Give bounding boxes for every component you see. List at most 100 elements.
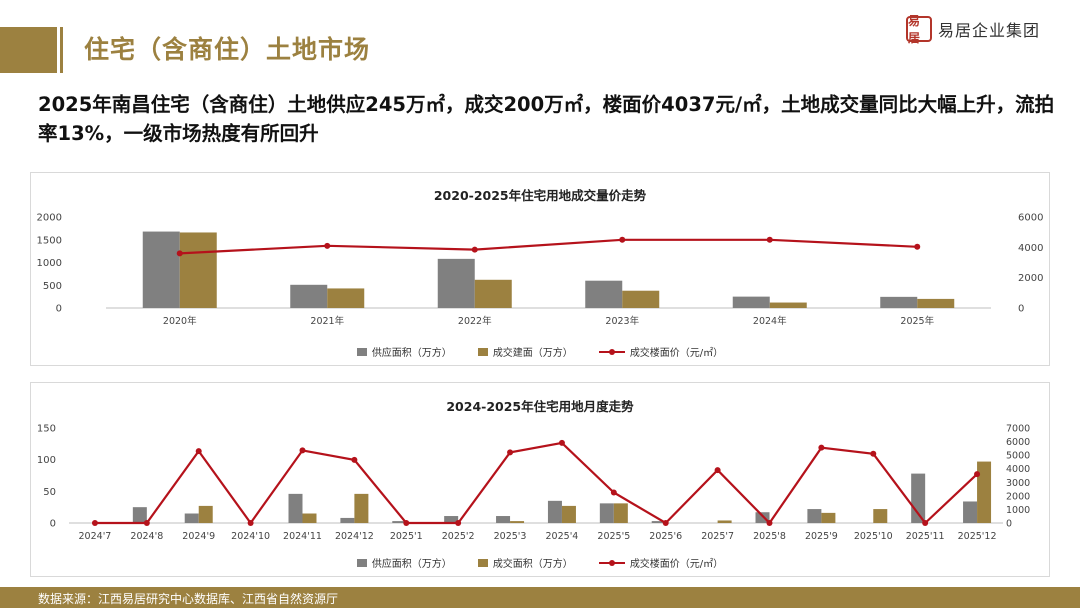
x-axis-tick-label: 2025'6 <box>649 531 682 542</box>
bar-deal <box>179 232 217 308</box>
bar-supply <box>807 509 822 523</box>
price-point <box>818 444 825 451</box>
bar-supply <box>437 258 475 308</box>
bar-deal <box>917 298 955 308</box>
y-axis-right-tick-label: 6000 <box>1018 213 1043 224</box>
bar-deal <box>327 288 365 308</box>
x-axis-tick-label: 2025'11 <box>906 531 945 542</box>
price-point <box>922 520 929 526</box>
legend-swatch-deal <box>477 347 488 356</box>
price-point <box>324 242 331 249</box>
legend-swatch-price <box>598 559 625 567</box>
legend-label-price: 成交楼面价（元/㎡） <box>629 559 724 570</box>
price-point <box>351 456 358 463</box>
x-axis-tick-label: 2020年 <box>163 315 197 327</box>
company-logo: 易居 易居企业集团 <box>906 14 1041 45</box>
monthly-chart-panel: 2024-2025年住宅用地月度走势 0 50 100 150 0 1000 2000 300… <box>30 382 1050 577</box>
legend-item-supply: 供应面积（万方） <box>356 555 452 570</box>
legend-item-supply: 供应面积（万方） <box>356 344 452 359</box>
logo-seal-icon: 易居 <box>906 14 932 45</box>
y-axis-right-tick-label: 5000 <box>1006 451 1030 462</box>
x-axis-tick-label: 2025'4 <box>546 531 579 542</box>
y-axis-left-tick-label: 0 <box>56 304 62 315</box>
x-axis-tick-label: 2022年 <box>458 315 492 327</box>
monthly-chart-svg: 0 50 100 150 0 1000 2000 3000 4000 5000 6000 7000 20… <box>37 424 1030 543</box>
x-axis-tick-label: 2024'12 <box>335 531 374 542</box>
price-point <box>455 520 462 526</box>
price-point <box>143 520 150 526</box>
legend-label-deal: 成交建面（万方） <box>492 348 573 359</box>
y-axis-right-tick-label: 3000 <box>1006 478 1030 489</box>
legend-label-price: 成交楼面价（元/㎡） <box>629 348 724 359</box>
x-axis-tick-label: 2023年 <box>605 315 639 327</box>
y-axis-left-tick-label: 150 <box>37 424 56 435</box>
legend-label-supply: 供应面积（万方） <box>371 559 452 570</box>
price-point <box>662 520 669 526</box>
legend-swatch-supply <box>356 347 367 356</box>
logo-text: 易居企业集团 <box>938 21 1041 40</box>
x-axis-tick-label: 2024'7 <box>79 531 112 542</box>
bar-deal <box>613 503 628 523</box>
bar-supply <box>184 513 199 523</box>
headline: 2025年南昌住宅（含商住）土地供应245万㎡，成交200万㎡，楼面价4037元… <box>38 93 1055 145</box>
x-axis-tick-label: 2024'9 <box>182 531 215 542</box>
y-axis-right-tick-label: 6000 <box>1006 437 1030 448</box>
bar-deal <box>717 520 732 523</box>
bar-supply <box>547 500 562 523</box>
price-point <box>471 246 478 253</box>
legend-swatch-deal <box>477 558 488 567</box>
bar-supply <box>340 517 355 523</box>
bar-supply <box>585 280 623 308</box>
annual-chart-panel: 2020-2025年住宅用地成交量价走势 0 500 1000 1500 2000 0 20… <box>30 172 1050 366</box>
x-axis-tick-label: 2025'12 <box>958 531 997 542</box>
price-point <box>507 449 514 456</box>
bar-supply <box>599 503 614 523</box>
legend-swatch-supply <box>356 558 367 567</box>
bar-supply <box>755 512 770 523</box>
bar-supply <box>132 507 147 523</box>
y-axis-right-tick-label: 0 <box>1006 519 1012 530</box>
price-point <box>91 520 98 526</box>
y-axis-right-tick-label: 4000 <box>1006 464 1030 475</box>
price-line <box>179 238 918 255</box>
price-point <box>714 467 721 474</box>
y-axis-left-tick-label: 2000 <box>37 213 62 224</box>
legend-label-supply: 供应面积（万方） <box>371 348 452 359</box>
x-axis-tick-label: 2024年 <box>753 315 787 327</box>
legend-item-deal: 成交建面（万方） <box>477 344 573 359</box>
x-axis-tick-label: 2025'10 <box>854 531 893 542</box>
price-point <box>766 520 773 526</box>
price-point <box>610 489 617 496</box>
bar-supply <box>651 521 666 523</box>
page-title: 住宅（含商住）土地市场 <box>84 35 371 64</box>
x-axis-tick-label: 2025'7 <box>701 531 734 542</box>
bar-supply <box>732 296 770 308</box>
y-axis-left-tick-label: 0 <box>50 519 56 530</box>
price-point <box>247 520 254 526</box>
data-source-note: 数据来源：江西易居研究中心数据库、江西省自然资源厅 <box>38 592 339 606</box>
bar-deal <box>977 461 992 523</box>
y-axis-right-tick-label: 4000 <box>1018 243 1043 254</box>
bar-deal <box>510 521 525 523</box>
y-axis-right-tick-label: 7000 <box>1006 424 1030 435</box>
legend-item-price: 成交楼面价（元/㎡） <box>598 344 724 359</box>
x-axis-tick-label: 2025'5 <box>597 531 630 542</box>
price-line <box>94 441 978 525</box>
price-point <box>403 520 410 526</box>
x-axis-tick-label: 2025'3 <box>494 531 527 542</box>
bar-deal <box>302 513 317 523</box>
bar-supply <box>392 521 407 523</box>
annual-chart-legend: 供应面积（万方） 成交建面（万方） 成交楼面价（元/㎡） <box>31 344 1049 359</box>
legend-item-price: 成交楼面价（元/㎡） <box>598 555 724 570</box>
x-axis-tick-label: 2025'9 <box>805 531 838 542</box>
price-point <box>870 450 877 457</box>
x-axis-tick-label: 2025'1 <box>390 531 423 542</box>
bar-supply <box>288 493 303 523</box>
bar-deal <box>873 509 888 523</box>
y-axis-left-tick-label: 50 <box>43 487 56 498</box>
x-axis-tick-label: 2025年 <box>900 315 934 327</box>
price-point <box>619 236 626 243</box>
bar-deal <box>198 505 213 523</box>
footer-bar: 数据来源：江西易居研究中心数据库、江西省自然资源厅 <box>0 587 1080 608</box>
y-axis-left-tick-label: 100 <box>37 455 56 466</box>
